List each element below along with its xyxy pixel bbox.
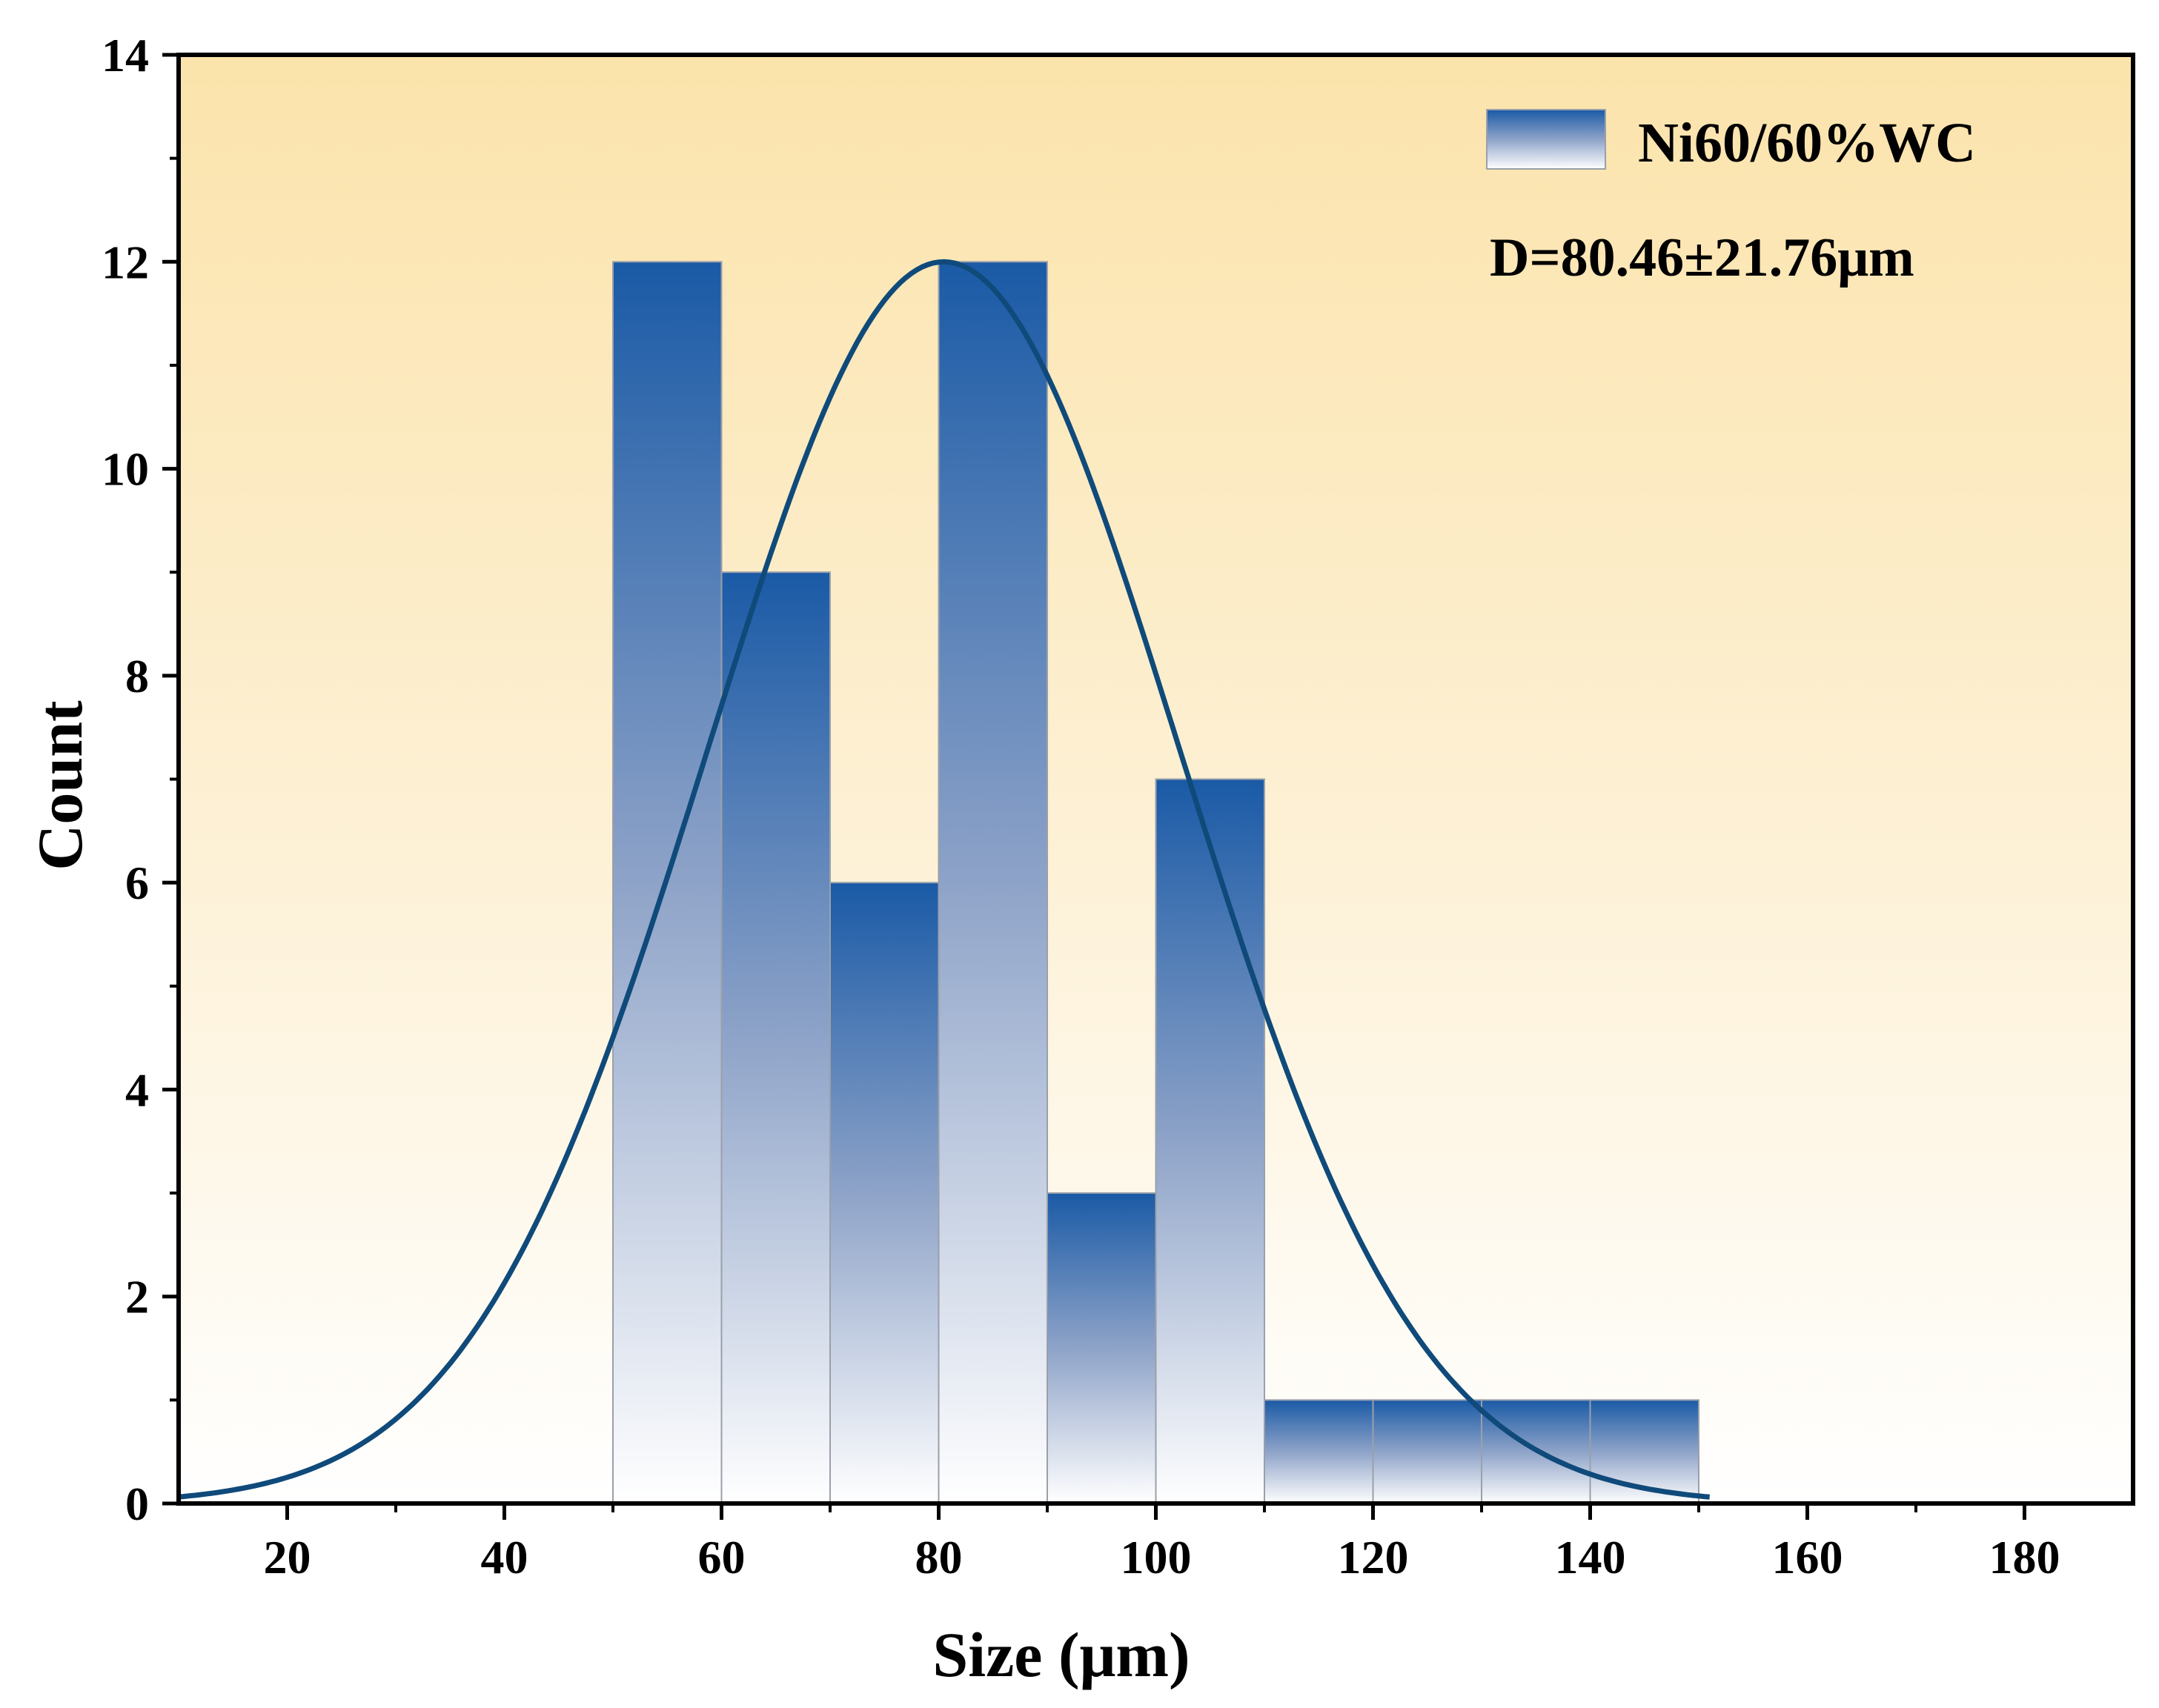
x-tick-label-40: 40 — [481, 1531, 528, 1584]
y-tick-label-2: 2 — [125, 1271, 149, 1323]
x-axis: 20 40 60 80 100 120 140 160 180 — [264, 1503, 2060, 1584]
legend-swatch — [1486, 109, 1606, 170]
histogram-bar-70-80 — [829, 882, 940, 1504]
y-tick-label-14: 14 — [102, 29, 149, 82]
x-tick-label-20: 20 — [264, 1531, 311, 1584]
y-tick-label-6: 6 — [125, 857, 149, 909]
x-tick-label-140: 140 — [1555, 1531, 1626, 1584]
x-axis-title: Size (μm) — [932, 1619, 1190, 1690]
histogram-bar-90-100 — [1047, 1192, 1157, 1504]
y-tick-label-4: 4 — [125, 1063, 149, 1116]
histogram-bar-60-70 — [720, 571, 831, 1505]
histogram-bar-120-130 — [1372, 1399, 1482, 1505]
mean-size-annotation: D=80.46±21.76μm — [1490, 227, 1914, 288]
histogram-bar-100-110 — [1155, 778, 1265, 1504]
y-tick-label-12: 12 — [102, 236, 149, 288]
x-tick-label-100: 100 — [1121, 1531, 1192, 1584]
y-tick-label-10: 10 — [102, 443, 149, 496]
y-tick-label-0: 0 — [125, 1478, 149, 1530]
x-tick-label-60: 60 — [698, 1531, 746, 1584]
x-tick-label-180: 180 — [1989, 1531, 2060, 1584]
legend: Ni60/60%WC — [1486, 109, 1976, 174]
histogram-bars — [612, 261, 1699, 1505]
legend-label: Ni60/60%WC — [1638, 112, 1976, 174]
x-tick-label-120: 120 — [1338, 1531, 1409, 1584]
y-tick-label-8: 8 — [125, 650, 149, 702]
y-axis-title: Count — [24, 700, 96, 871]
normal-fit-curve — [178, 259, 1710, 1500]
y-axis: 0 2 4 6 8 10 12 14 — [102, 29, 179, 1530]
x-tick-label-160: 160 — [1772, 1531, 1843, 1584]
histogram-bar-110-120 — [1264, 1399, 1374, 1505]
x-tick-label-80: 80 — [915, 1531, 963, 1584]
histogram-bar-80-90 — [938, 261, 1048, 1504]
